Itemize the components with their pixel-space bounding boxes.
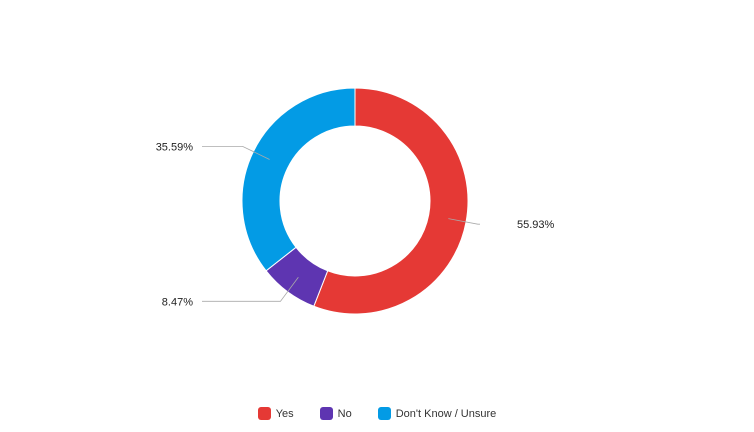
- legend-label-dont-know-unsure: Don't Know / Unsure: [395, 407, 497, 420]
- leader-line-no: [202, 277, 299, 302]
- slice-yes[interactable]: [313, 87, 469, 315]
- leader-line-yes: [448, 218, 480, 225]
- legend-swatch-dont-know-unsure: [377, 407, 391, 420]
- legend-swatch-yes: [257, 407, 271, 420]
- legend-item-dont-know-unsure[interactable]: Don't Know / Unsure: [377, 407, 497, 420]
- data-label-group: 55.93% 8.47% 35.59%: [156, 141, 555, 308]
- legend-label-yes: Yes: [275, 407, 294, 420]
- legend: Yes No Don't Know / Unsure: [0, 407, 754, 420]
- data-label-yes: 55.93%: [517, 219, 555, 231]
- legend-label-no: No: [337, 407, 352, 420]
- leader-line-group: [202, 145, 480, 302]
- legend-item-yes[interactable]: Yes: [257, 407, 294, 420]
- slice-don-t-know-unsure[interactable]: [241, 87, 356, 272]
- slice-group: [241, 87, 469, 315]
- data-label-don-t-know-unsure: 35.59%: [156, 141, 194, 153]
- legend-swatch-no: [319, 407, 333, 420]
- legend-item-no[interactable]: No: [319, 407, 352, 420]
- data-label-no: 8.47%: [162, 296, 193, 308]
- chart-canvas: 55.93% 8.47% 35.59%: [156, 87, 555, 315]
- leader-line-don-t-know-unsure: [202, 145, 270, 160]
